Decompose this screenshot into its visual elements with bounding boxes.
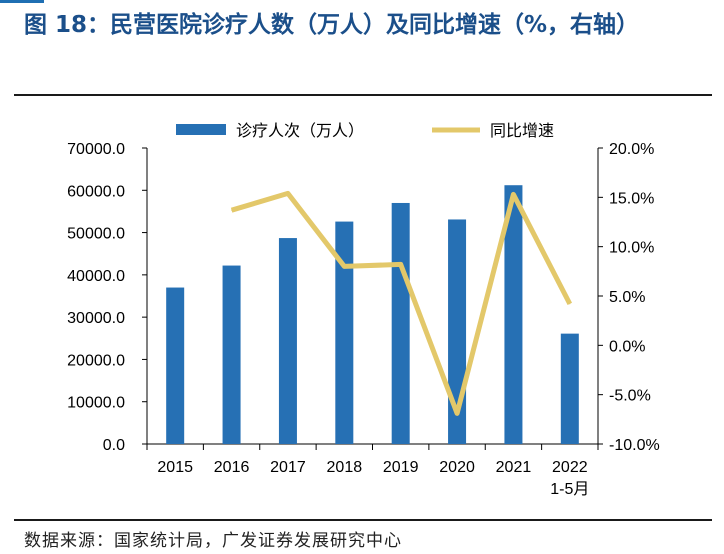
y-right-tick-label: 5.0% [609, 289, 645, 306]
legend-line-label: 同比增速 [490, 121, 554, 140]
y-left-tick-label: 30000.0 [67, 310, 125, 327]
y-right-tick-label: 0.0% [609, 338, 645, 355]
x-tick-label: 2017 [270, 459, 306, 476]
growth-point [287, 192, 289, 194]
y-right-tick-label: 15.0% [609, 190, 654, 207]
growth-point [456, 412, 458, 414]
y-right-tick-label: 10.0% [609, 240, 654, 257]
title-divider [14, 94, 712, 96]
source-divider [14, 519, 712, 521]
x-tick-label: 2022 [552, 459, 588, 476]
y-right-tick-label: 20.0% [609, 141, 654, 158]
growth-point [569, 303, 571, 305]
growth-point [231, 209, 233, 211]
y-right-tick-label: -10.0% [609, 437, 660, 454]
bar [504, 185, 523, 444]
x-tick-label: 2021 [496, 459, 532, 476]
source-note: 数据来源：国家统计局，广发证券发展研究中心 [24, 531, 402, 551]
y-left-tick-label: 40000.0 [67, 268, 125, 285]
bar [335, 221, 354, 444]
figure-title: 图 18：民营医院诊疗人数（万人）及同比增速（%，右轴） [24, 12, 640, 38]
legend-bar-swatch [176, 124, 226, 135]
header-accent-bar [0, 0, 44, 3]
bar [222, 265, 241, 444]
y-left-tick-label: 50000.0 [67, 226, 125, 243]
growth-point [343, 265, 345, 267]
legend-bar-label: 诊疗人次（万人） [236, 121, 364, 140]
bar [166, 287, 185, 444]
y-left-tick-label: 20000.0 [67, 352, 125, 369]
x-tick-label: 1-5月 [550, 481, 589, 498]
bar [560, 333, 579, 444]
x-tick-label: 2015 [157, 459, 193, 476]
y-left-tick-label: 60000.0 [67, 183, 125, 200]
bar [391, 202, 410, 444]
growth-point [512, 193, 514, 195]
growth-point [400, 263, 402, 265]
x-tick-label: 2016 [214, 459, 250, 476]
x-tick-label: 2020 [439, 459, 475, 476]
y-left-tick-label: 0.0 [103, 437, 125, 454]
chart-area: 0.0 10000.0 20000.0 30000.0 40000.0 50000.0 60… [0, 98, 724, 518]
x-tick-label: 2018 [327, 459, 363, 476]
x-tick-label: 2019 [383, 459, 419, 476]
combo-chart: 0.0 10000.0 20000.0 30000.0 40000.0 50000.0 60… [67, 121, 660, 498]
y-left-tick-label: 10000.0 [67, 395, 125, 412]
y-left-tick-label: 70000.0 [67, 141, 125, 158]
bar [278, 238, 297, 444]
y-right-tick-label: -5.0% [609, 388, 651, 405]
